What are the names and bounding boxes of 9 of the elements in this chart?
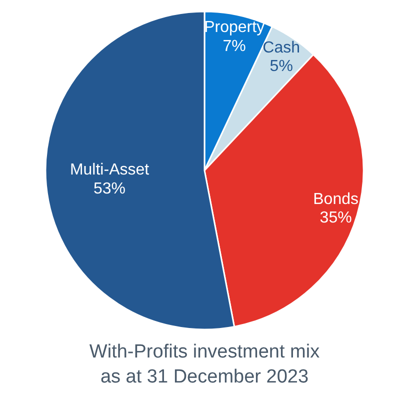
data-label: 7%	[222, 38, 246, 55]
data-label: 53%	[94, 180, 126, 198]
slice-label: Multi-Asset	[70, 162, 150, 179]
text: With-Profits investment mix as at 31 December 2023	[89, 341, 320, 388]
slice-label: Bonds	[313, 190, 358, 208]
data-label: 35%	[320, 210, 352, 226]
slice-label: Cash	[262, 40, 300, 57]
slice-label: Property	[204, 19, 265, 36]
data-label: 5%	[270, 58, 293, 76]
